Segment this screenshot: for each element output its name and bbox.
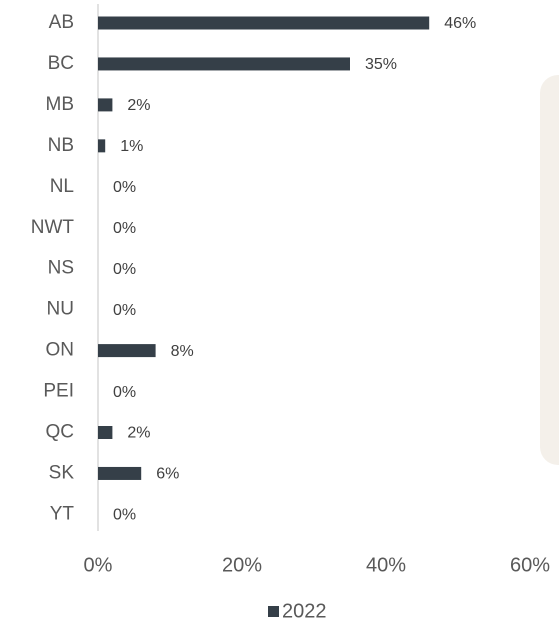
y-tick-label: MB [46, 94, 75, 115]
y-tick-label: NWT [31, 217, 75, 238]
value-label: 2% [127, 97, 150, 114]
y-tick-label: NB [48, 135, 74, 156]
y-tick-label: NU [47, 299, 74, 320]
y-tick-label: YT [50, 503, 75, 524]
value-label: 0% [113, 179, 136, 196]
y-tick-label: SK [49, 462, 75, 483]
y-tick-label: NL [50, 176, 74, 197]
bar [98, 466, 142, 480]
value-label: 2% [127, 425, 150, 442]
legend-label: 2022 [282, 600, 327, 622]
value-label: 1% [120, 138, 143, 155]
bar [98, 426, 113, 439]
bar [98, 98, 113, 112]
value-label: 35% [365, 56, 397, 73]
bar [98, 16, 430, 30]
bar [98, 344, 156, 358]
y-tick-label: BC [48, 53, 74, 74]
value-label: 0% [113, 384, 136, 401]
y-tick-label: AB [49, 12, 74, 33]
value-label: 0% [113, 507, 136, 524]
value-label: 8% [171, 343, 194, 360]
bar [98, 57, 350, 71]
y-tick-label: ON [46, 340, 75, 361]
x-tick-label: 20% [222, 554, 262, 576]
bar [98, 139, 106, 153]
value-label: 6% [156, 466, 179, 483]
y-tick-label: NS [48, 258, 74, 279]
value-label: 0% [113, 261, 136, 278]
x-tick-label: 40% [366, 554, 406, 576]
value-label: 0% [113, 302, 136, 319]
value-label: 0% [113, 220, 136, 237]
legend-swatch [268, 606, 279, 617]
side-panel [540, 75, 559, 465]
value-label: 46% [444, 15, 476, 32]
y-tick-label: PEI [43, 381, 74, 402]
x-tick-label: 60% [510, 554, 550, 576]
y-tick-label: QC [46, 422, 75, 443]
x-tick-label: 0% [84, 554, 113, 576]
